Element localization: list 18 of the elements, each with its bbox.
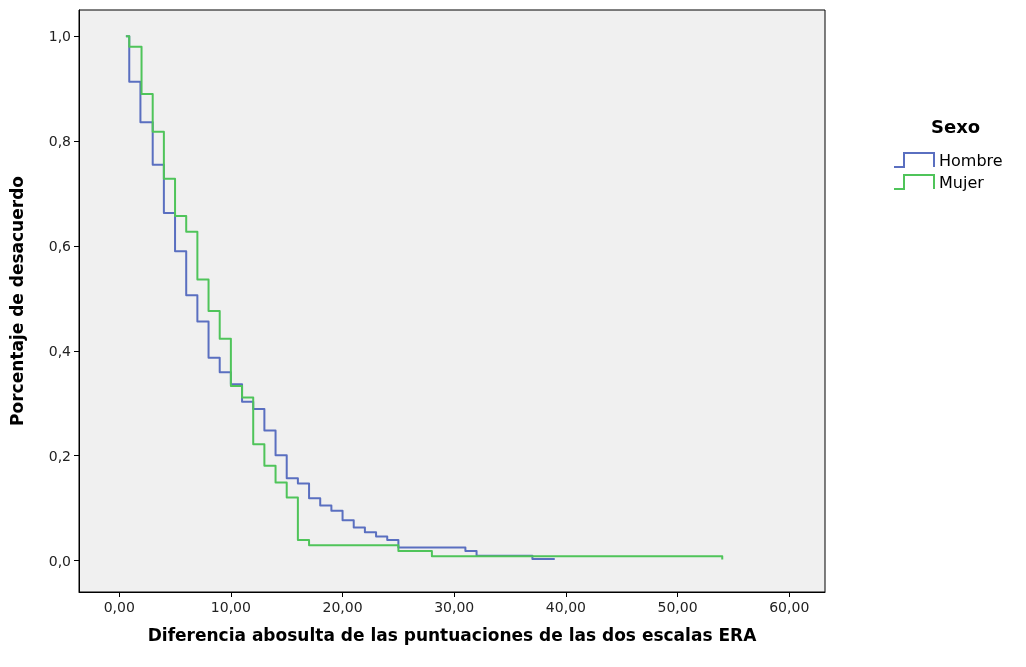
x-tick-label: 0,00 [103,599,135,615]
legend-label: Mujer [939,172,985,192]
x-axis-title: Diferencia abosulta de las puntuaciones de las dos escalas ERA [147,624,758,645]
legend-label: Hombre [939,150,1003,170]
y-tick-label: 0,0 [48,552,71,569]
x-tick-label: 50,00 [657,599,698,615]
y-tick-label: 0,8 [48,133,71,150]
x-tick-label: 10,00 [210,599,251,615]
x-tick-label: 60,00 [769,599,810,615]
y-tick-label: 1,0 [48,28,71,45]
x-tick-label: 40,00 [545,599,586,615]
y-tick-label: 0,2 [48,447,71,464]
x-tick-label: 20,00 [322,599,363,615]
y-axis-title: Porcentaje de desacuerdo [6,176,27,426]
x-tick-label: 30,00 [434,599,475,615]
y-tick-label: 0,6 [48,237,72,254]
legend-title: Sexo [931,115,981,137]
y-tick-label: 0,4 [48,342,72,359]
